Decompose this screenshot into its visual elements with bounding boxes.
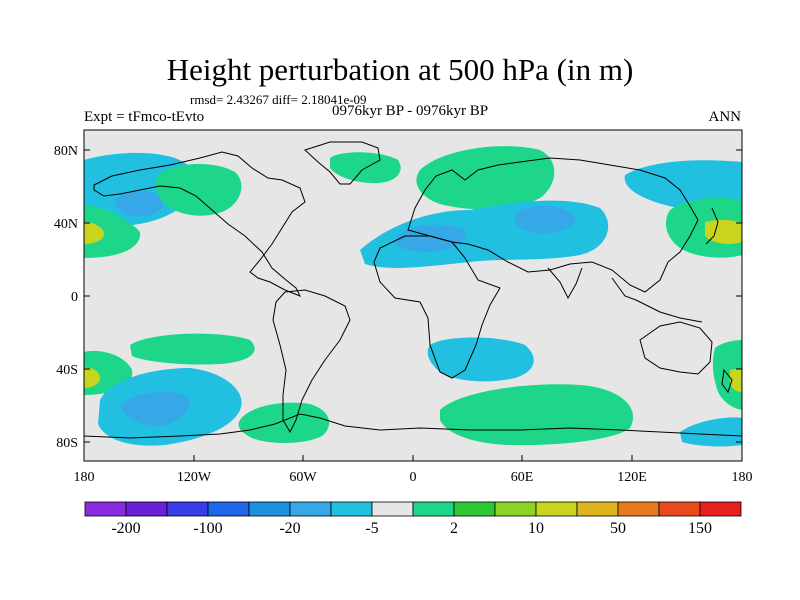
colorbar-swatch	[371, 501, 414, 517]
colorbar-label: -200	[111, 520, 140, 537]
colorbar-swatch	[330, 501, 373, 517]
colorbar-swatch	[617, 501, 660, 517]
colorbar-label: 10	[528, 520, 544, 537]
coastline-southeast-asia	[611, 277, 703, 323]
coastline-australia	[639, 321, 713, 375]
x-tick-label: 0	[410, 470, 417, 485]
y-tick-label: 80S	[56, 436, 78, 451]
stats-label: rmsd= 2.43267 diff= 2.18041e-09	[190, 92, 367, 107]
coastline-india	[547, 267, 583, 300]
coastline-greenland	[304, 141, 381, 185]
x-tick-label: 60W	[289, 470, 317, 485]
contour-yellow-southwest-edge	[84, 367, 100, 388]
coastline-north-america	[93, 151, 306, 297]
coastlines	[84, 141, 742, 439]
contour-blue-southeast-pacific-core	[120, 391, 189, 426]
contour-yellow-northwest-pacific	[705, 219, 742, 244]
contour-blue-northeast-asia	[624, 160, 742, 210]
colorbar	[84, 501, 742, 517]
contour-green-weddell	[238, 402, 330, 444]
colorbar-swatch	[84, 501, 127, 517]
x-tick-label: 60E	[511, 470, 534, 485]
colorbar-swatch	[453, 501, 496, 517]
colorbar-swatch	[494, 501, 537, 517]
x-tick-label: 180	[74, 470, 95, 485]
y-tick-label: 40S	[56, 363, 78, 378]
colorbar-label: 2	[450, 520, 458, 537]
y-tick-label: 80N	[54, 144, 78, 159]
colorbar-label: -5	[365, 520, 378, 537]
contour-green-south-pacific	[130, 333, 255, 365]
colorbar-swatch	[412, 501, 455, 517]
period-label: 0976kyr BP - 0976kyr BP	[331, 103, 489, 119]
contour-blue-southeast-edge	[680, 417, 742, 447]
coastline-eurasia	[407, 157, 699, 293]
colorbar-label: -100	[193, 520, 222, 537]
coastline-antarctica	[84, 413, 742, 439]
colorbar-label: -20	[279, 520, 300, 537]
contour-green-north-pacific	[155, 163, 242, 216]
colorbar-swatch	[289, 501, 332, 517]
y-tick-label: 0	[71, 290, 78, 305]
contour-yellow-southeast-edge	[730, 369, 742, 392]
colorbar-swatch	[576, 501, 619, 517]
season-label: ANN	[708, 109, 742, 125]
x-tick-label: 120W	[177, 470, 212, 485]
colorbar-swatch	[166, 501, 209, 517]
colorbar-swatch	[699, 501, 742, 517]
contour-blue-southern-africa	[427, 337, 534, 382]
x-tick-label: 120E	[617, 470, 647, 485]
contour-blue-north-pacific-core	[115, 191, 165, 217]
colorbar-label: 150	[688, 520, 712, 537]
plot-title: Height perturbation at 500 hPa (in m)	[166, 52, 634, 87]
map-panel	[84, 130, 742, 461]
colorbar-swatch	[248, 501, 291, 517]
colorbar-swatch	[658, 501, 701, 517]
colorbar-label: 50	[610, 520, 626, 537]
contour-green-west-edge	[84, 205, 141, 258]
axis-ticks	[83, 149, 743, 461]
experiment-label: Expt = tFmco-tEvto	[84, 109, 205, 125]
colorbar-swatch	[207, 501, 250, 517]
colorbar-swatch	[535, 501, 578, 517]
coastline-japan	[705, 207, 719, 245]
coastline-africa	[373, 235, 501, 379]
y-tick-label: 40N	[54, 217, 78, 232]
contour-yellow-west-edge	[84, 222, 104, 244]
contour-blue-asia-core	[514, 205, 575, 234]
colorbar-swatch	[125, 501, 168, 517]
coastline-new-zealand	[721, 368, 733, 394]
x-tick-label: 180	[732, 470, 753, 485]
coastline-south-america	[272, 289, 351, 434]
